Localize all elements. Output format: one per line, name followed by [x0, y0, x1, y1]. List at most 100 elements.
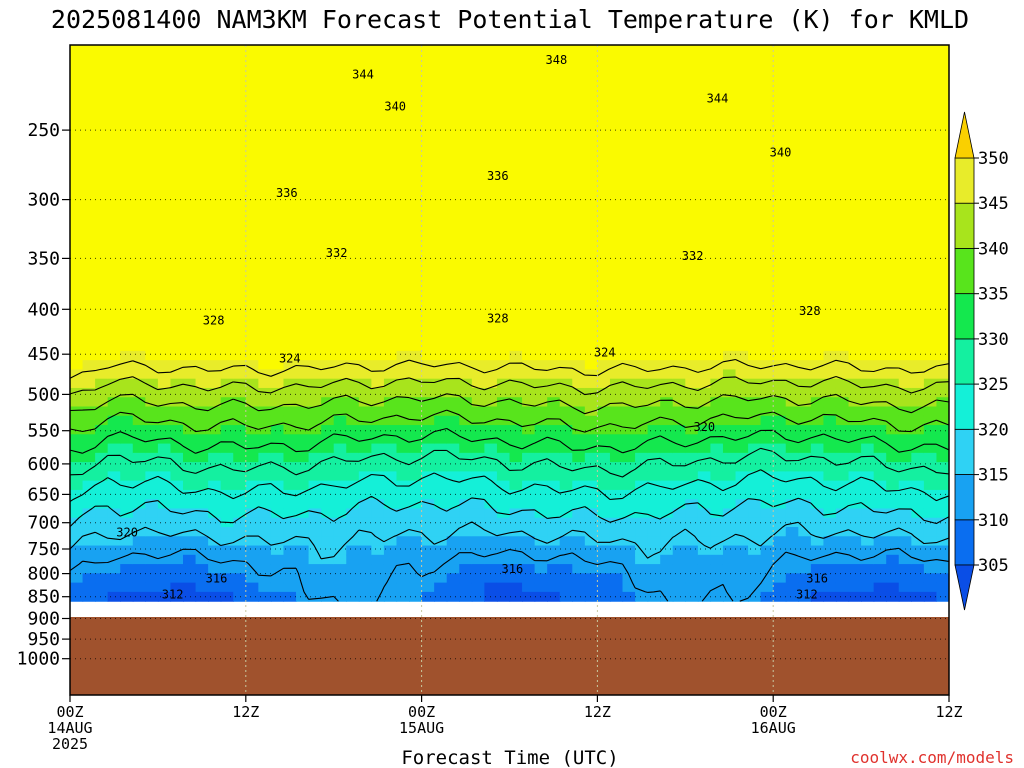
color-band-cell — [195, 536, 209, 547]
color-band-cell — [358, 332, 372, 343]
color-band-cell — [296, 128, 310, 139]
color-band-cell — [760, 239, 774, 250]
color-band-cell — [409, 174, 423, 185]
color-band-cell — [496, 397, 511, 408]
color-band-cell — [120, 573, 134, 584]
color-band-cell — [346, 137, 360, 148]
color-band-cell — [421, 165, 435, 176]
color-band-cell — [70, 156, 84, 167]
color-band-cell — [923, 54, 938, 65]
contour-label: 328 — [203, 314, 225, 328]
color-band-cell — [346, 452, 360, 463]
color-band-cell — [672, 360, 686, 371]
color-band-cell — [509, 554, 523, 565]
color-band-cell — [233, 137, 247, 148]
color-band-cell — [371, 156, 385, 167]
color-band-cell — [296, 462, 310, 472]
color-band-cell — [848, 564, 862, 574]
color-band-cell — [170, 499, 184, 510]
color-band-cell — [547, 573, 561, 584]
color-band-cell — [333, 369, 347, 380]
color-band-cell — [886, 517, 900, 528]
color-band-cell — [107, 415, 121, 426]
color-band-cell — [183, 211, 197, 222]
color-band-cell — [609, 350, 624, 361]
color-band-cell — [446, 387, 460, 398]
color-band-cell — [572, 462, 586, 472]
color-band-cell — [572, 248, 586, 259]
color-band-cell — [534, 109, 548, 120]
color-band-cell — [396, 387, 410, 398]
color-band-cell — [710, 415, 724, 426]
color-band-cell — [183, 137, 197, 148]
color-band-cell — [70, 45, 84, 55]
color-band-cell — [522, 146, 536, 157]
color-band-cell — [597, 174, 611, 185]
color-band-cell — [785, 508, 799, 519]
color-band-cell — [434, 146, 448, 157]
color-band-cell — [810, 146, 825, 157]
color-band-cell — [321, 304, 335, 315]
color-band-cell — [923, 406, 938, 417]
color-band-cell — [195, 360, 209, 371]
color-band-cell — [383, 165, 398, 176]
color-band-cell — [911, 350, 925, 361]
color-band-cell — [848, 211, 862, 222]
color-band-cell — [333, 499, 347, 510]
color-band-cell — [635, 406, 649, 417]
color-band-cell — [672, 146, 686, 157]
color-band-cell — [120, 184, 134, 194]
color-band-cell — [346, 72, 360, 83]
color-band-cell — [735, 295, 749, 306]
color-band-cell — [120, 91, 134, 102]
color-band-cell — [132, 582, 146, 593]
color-band-cell — [697, 591, 712, 602]
color-band-cell — [220, 193, 234, 204]
color-band-cell — [609, 258, 624, 269]
color-band-cell — [710, 91, 724, 102]
color-band-cell — [157, 360, 172, 371]
color-band-cell — [82, 109, 96, 120]
color-band-cell — [534, 276, 548, 287]
color-band-cell — [722, 508, 737, 519]
color-band-cell — [484, 378, 498, 389]
color-band-cell — [157, 202, 172, 213]
color-band-cell — [697, 258, 712, 269]
color-band-cell — [559, 434, 573, 445]
color-band-cell — [672, 258, 686, 269]
color-band-cell — [522, 202, 536, 213]
color-band-cell — [559, 137, 573, 148]
color-band-cell — [710, 45, 724, 55]
color-band-cell — [810, 91, 825, 102]
color-band-cell — [333, 137, 347, 148]
color-band-cell — [434, 72, 448, 83]
color-band-cell — [911, 137, 925, 148]
color-band-cell — [697, 184, 712, 194]
color-band-cell — [660, 248, 674, 259]
color-band-cell — [70, 387, 84, 398]
color-band-cell — [547, 202, 561, 213]
color-band-cell — [459, 527, 473, 537]
color-band-cell — [421, 239, 435, 250]
color-band-cell — [547, 82, 561, 92]
color-band-cell — [283, 156, 297, 167]
color-band-cell — [308, 72, 322, 83]
color-band-cell — [296, 119, 310, 130]
color-band-cell — [183, 591, 197, 602]
color-band-cell — [220, 508, 234, 519]
color-band-cell — [333, 471, 347, 482]
color-band-cell — [697, 489, 712, 500]
color-band-cell — [258, 156, 272, 167]
color-band-cell — [923, 109, 938, 120]
color-band-cell — [660, 230, 674, 241]
color-band-cell — [245, 582, 259, 593]
color-band-cell — [459, 471, 473, 482]
color-band-cell — [697, 323, 712, 333]
color-band-cell — [898, 554, 912, 565]
color-band-cell — [170, 174, 184, 185]
color-band-cell — [245, 295, 259, 306]
color-band-cell — [597, 137, 611, 148]
color-band-cell — [936, 406, 949, 417]
color-band-cell — [848, 248, 862, 259]
color-band-cell — [710, 397, 724, 408]
